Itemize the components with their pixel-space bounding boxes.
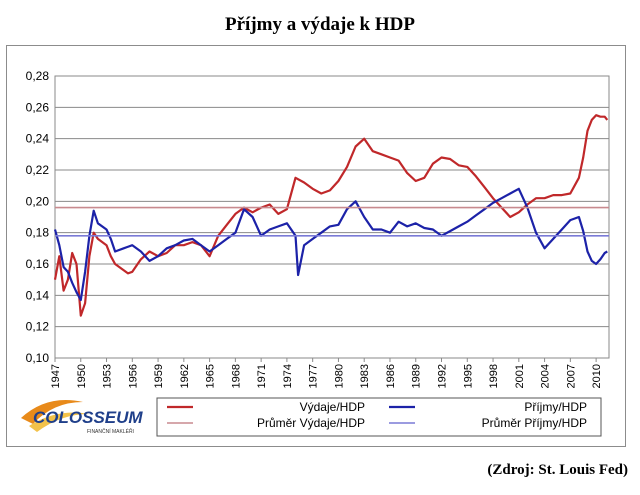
plot-area	[54, 75, 610, 359]
y-tick-label: 0,10	[26, 351, 50, 365]
x-tick-label: 1986	[385, 364, 397, 388]
x-tick-label: 2004	[540, 364, 552, 388]
series-line-2	[53, 187, 608, 302]
legend-label-4: Průměr Příjmy/HDP	[482, 416, 587, 430]
source-note: (Zdroj: St. Louis Fed)	[487, 462, 628, 478]
series-line-1	[53, 114, 609, 317]
x-tick-label: 1983	[359, 364, 371, 388]
line-chart: 0,10 0,12 0,14 0,16 0,18 0,20 0,22 0,24 0,26 0,28…	[21, 69, 610, 437]
legend	[156, 397, 602, 437]
logo-tagline: FINANČNÍ MAKLÉŘI	[87, 427, 134, 435]
x-tick-label: 1965	[205, 364, 217, 388]
y-tick-label: 0,22	[26, 163, 50, 177]
x-tick-label: 1962	[179, 364, 191, 388]
x-tick-label: 1992	[437, 364, 449, 388]
x-tick-label: 1971	[256, 364, 268, 388]
x-tick-label: 1989	[411, 364, 423, 388]
x-tick-label: 1998	[488, 364, 500, 388]
x-tick-label: 1953	[102, 364, 114, 388]
x-tick-label: 1947	[50, 364, 62, 388]
x-tick-label: 2010	[591, 364, 603, 388]
x-tick-label: 1977	[308, 364, 320, 388]
x-tick-label: 1980	[333, 364, 345, 388]
x-tick-label: 1995	[462, 364, 474, 388]
logo-wordmark: COLOSSEUM	[33, 408, 143, 427]
x-tick-label: 1950	[76, 364, 88, 388]
x-tick-label: 1968	[230, 364, 242, 388]
logo-swoosh-accent-icon	[29, 412, 89, 432]
y-tick-label: 0,24	[26, 132, 50, 146]
x-tick-label: 1974	[282, 364, 294, 388]
chart-frame: 0,10 0,12 0,14 0,16 0,18 0,20 0,22 0,24 0,26 0,28…	[6, 45, 626, 447]
x-tick-label: 1959	[153, 364, 165, 388]
x-tick-label: 2007	[565, 364, 577, 388]
y-tick-label: 0,18	[26, 226, 50, 240]
y-tick-label: 0,28	[26, 69, 50, 83]
legend-label-3: Průměr Výdaje/HDP	[257, 416, 365, 430]
logo-swoosh-icon	[21, 400, 83, 424]
y-tick-label: 0,12	[26, 320, 50, 334]
x-tick-label: 2001	[514, 364, 526, 388]
legend-label-2: Příjmy/HDP	[524, 400, 587, 414]
y-tick-label: 0,26	[26, 100, 50, 114]
y-tick-label: 0,14	[26, 288, 50, 302]
y-tick-label: 0,16	[26, 257, 50, 271]
chart-title: Příjmy a výdaje k HDP	[225, 14, 415, 35]
x-tick-label: 1956	[127, 364, 139, 388]
y-tick-label: 0,20	[26, 194, 50, 208]
legend-label-1: Výdaje/HDP	[300, 400, 365, 414]
